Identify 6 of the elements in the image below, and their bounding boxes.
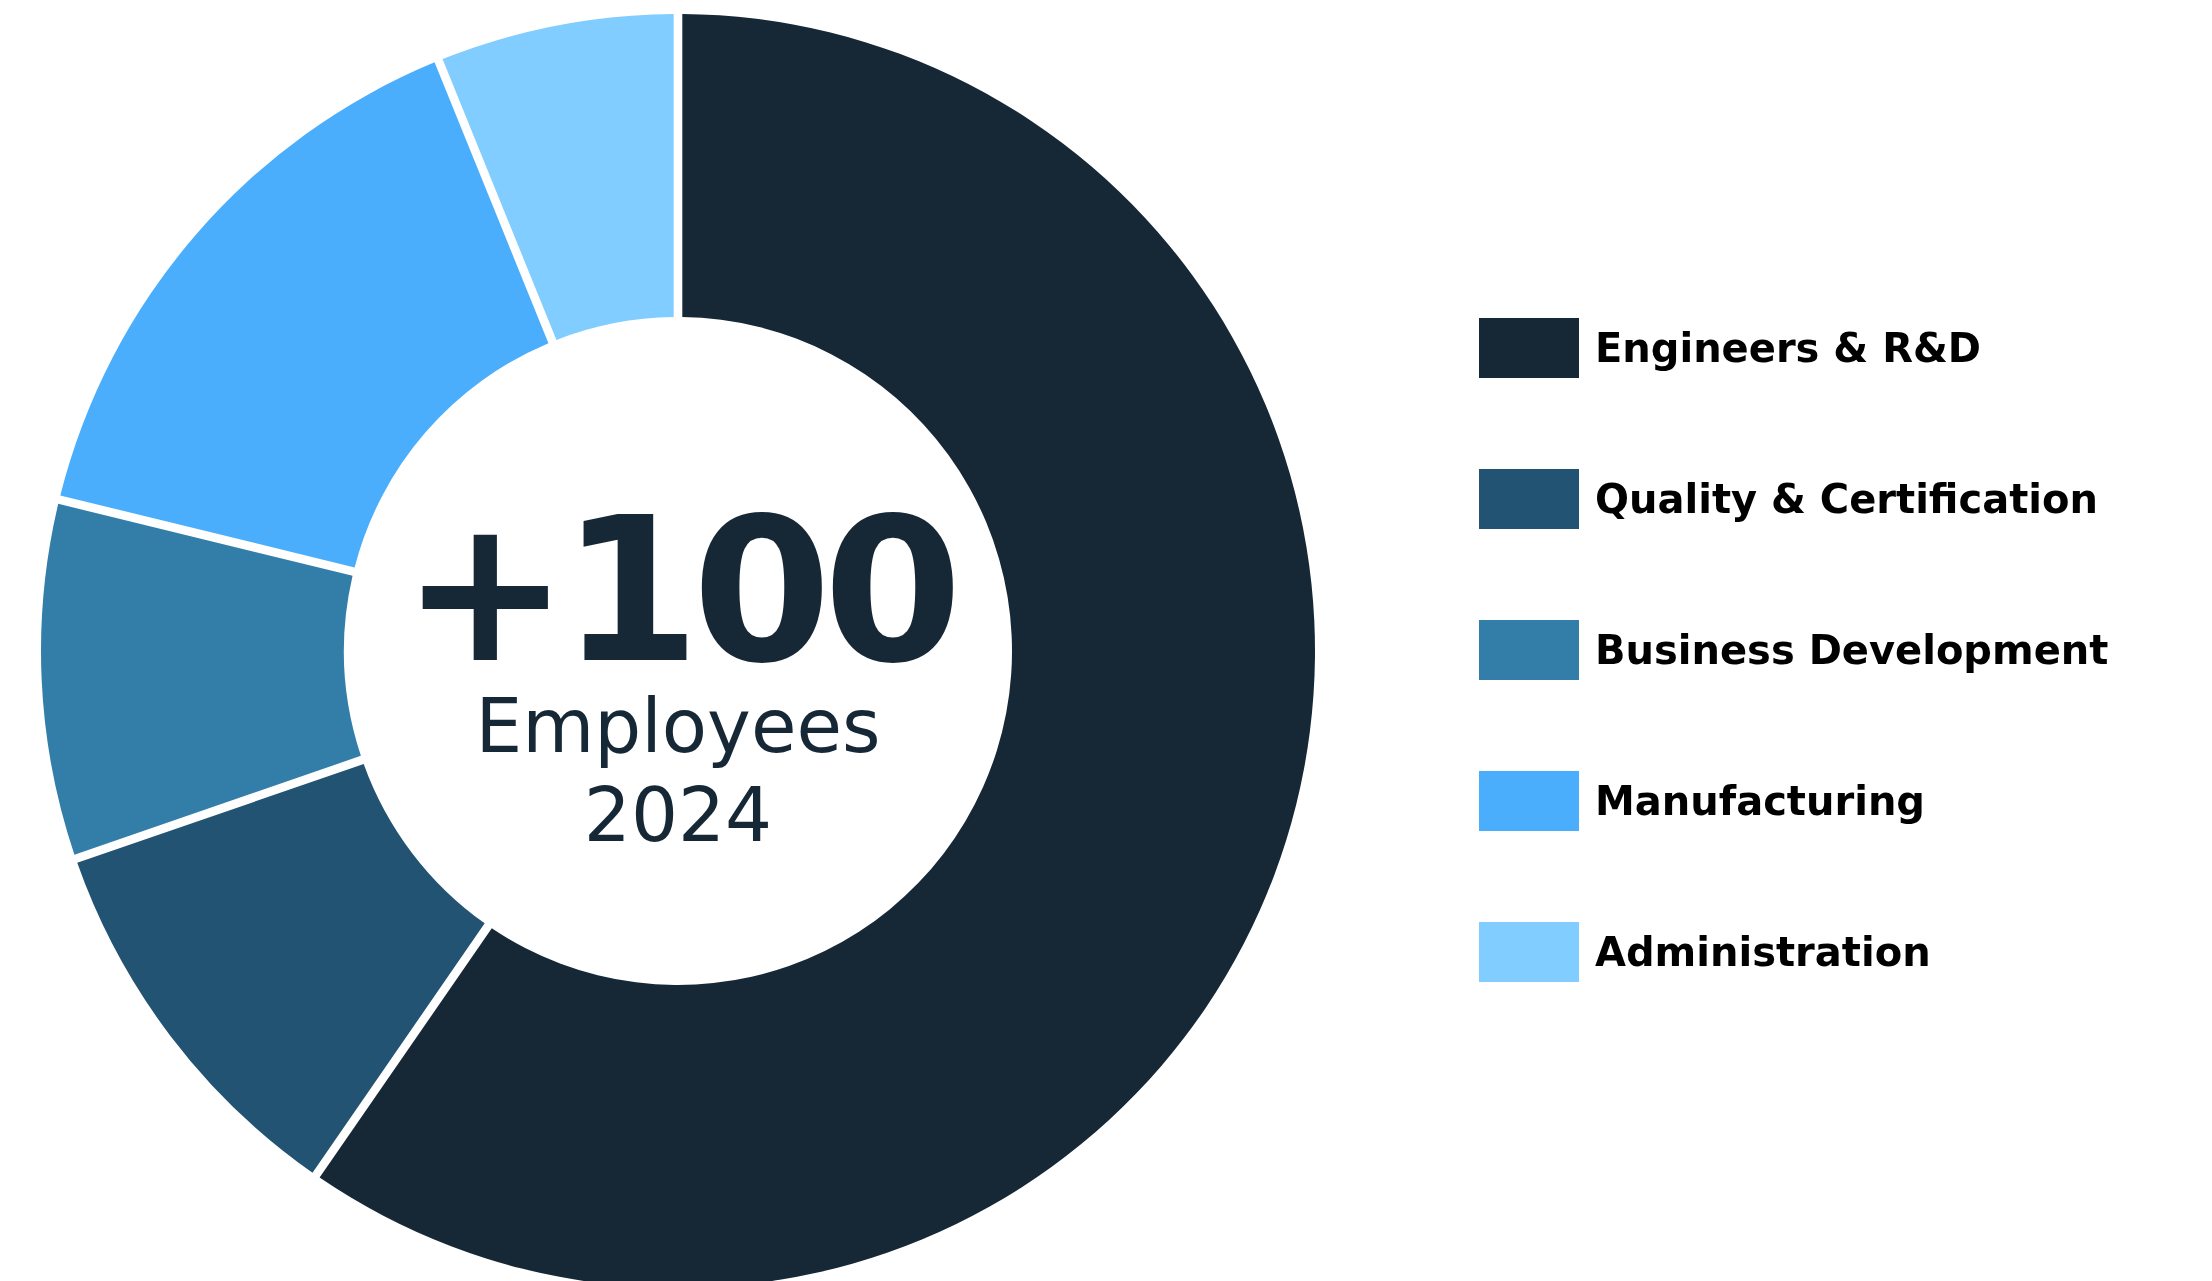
legend-label: Business Development [1595, 627, 2109, 673]
legend-label: Engineers & R&D [1595, 325, 1982, 371]
legend-label: Manufacturing [1595, 778, 1925, 824]
text: 2024 [583, 772, 773, 858]
legend-label: Administration [1595, 929, 1931, 975]
legend-label: Quality & Certification [1595, 476, 2099, 522]
